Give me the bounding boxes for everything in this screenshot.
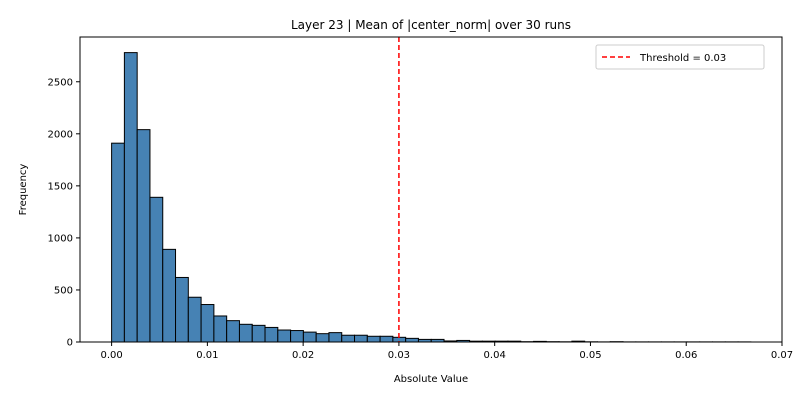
histogram-bar [111,142,125,343]
histogram-bar [175,276,189,343]
histogram-bar [315,333,330,343]
x-tick-label: 0.00 [100,350,122,361]
histogram-bar [366,335,381,343]
histogram-bar [277,329,292,343]
histogram-bar [213,315,228,343]
histogram-bar [264,326,279,343]
histogram-bar [200,304,215,343]
x-tick-label: 0.07 [771,350,793,361]
histogram-bar [123,52,138,343]
x-tick-label: 0.03 [388,350,410,361]
histogram-bar [290,330,304,343]
x-tick-label: 0.05 [579,350,601,361]
histogram-bar [251,324,266,343]
histogram-bar [302,331,317,343]
y-tick-label: 1000 [48,233,73,244]
histogram-bar [405,337,419,343]
legend-threshold-label: Threshold = 0.03 [639,53,726,64]
histogram-bars [111,52,752,343]
x-tick-label: 0.02 [292,350,314,361]
histogram-bar [149,196,164,343]
y-tick-label: 2000 [48,129,73,140]
histogram-bar [187,296,202,343]
histogram-bar [136,129,151,343]
histogram-bar [238,323,253,343]
histogram-bar [226,320,240,343]
x-tick-label: 0.01 [196,350,218,361]
plot-frame [79,36,783,343]
legend: Threshold = 0.03 [595,44,765,70]
histogram-bar [328,332,343,343]
y-tick-label: 500 [54,285,73,296]
chart-title: Layer 23 | Mean of |center_norm| over 30… [291,18,571,32]
legend-box [595,44,765,70]
x-axis-label: Absolute Value [394,374,468,385]
y-tick-label: 2500 [48,77,73,88]
histogram-bar [341,334,356,343]
histogram-bar [379,335,394,343]
y-axis-label: Frequency [18,164,29,216]
x-tick-label: 0.04 [484,350,506,361]
y-tick-label: 0 [67,338,73,349]
y-axis-ticks: 0 500 1000 1500 2000 2500 [48,77,80,349]
histogram-bar [162,248,177,343]
y-tick-label: 1500 [48,181,73,192]
histogram-bar [354,334,368,343]
x-tick-label: 0.06 [675,350,697,361]
x-axis-ticks: 0.00 0.01 0.02 0.03 0.04 0.05 0.06 0.07 [100,342,793,361]
